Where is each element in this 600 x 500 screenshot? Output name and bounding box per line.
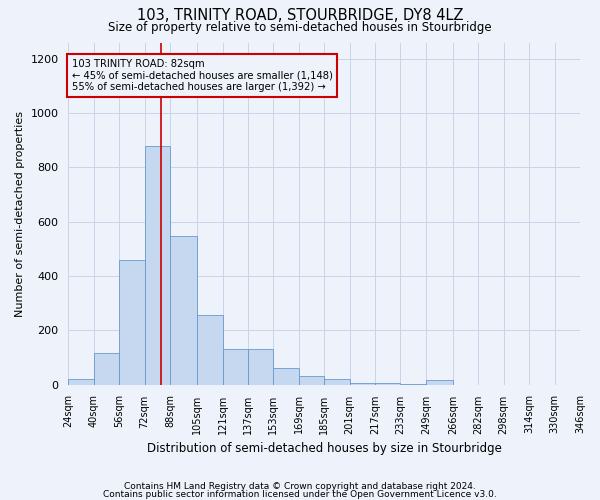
Bar	[170, 236, 197, 384]
Bar	[350, 382, 375, 384]
Bar	[145, 146, 170, 384]
Bar	[324, 379, 350, 384]
Bar	[197, 314, 223, 384]
X-axis label: Distribution of semi-detached houses by size in Stourbridge: Distribution of semi-detached houses by …	[147, 442, 502, 455]
Text: Contains HM Land Registry data © Crown copyright and database right 2024.: Contains HM Land Registry data © Crown c…	[124, 482, 476, 491]
Text: Contains public sector information licensed under the Open Government Licence v3: Contains public sector information licen…	[103, 490, 497, 499]
Y-axis label: Number of semi-detached properties: Number of semi-detached properties	[15, 110, 25, 316]
Bar	[274, 368, 299, 384]
Bar	[94, 354, 119, 384]
Bar	[119, 260, 145, 384]
Bar	[299, 376, 324, 384]
Bar	[68, 379, 94, 384]
Text: 103 TRINITY ROAD: 82sqm
← 45% of semi-detached houses are smaller (1,148)
55% of: 103 TRINITY ROAD: 82sqm ← 45% of semi-de…	[71, 59, 332, 92]
Bar	[223, 350, 248, 384]
Bar	[375, 382, 400, 384]
Text: Size of property relative to semi-detached houses in Stourbridge: Size of property relative to semi-detach…	[108, 21, 492, 34]
Bar	[248, 350, 274, 384]
Bar	[426, 380, 453, 384]
Text: 103, TRINITY ROAD, STOURBRIDGE, DY8 4LZ: 103, TRINITY ROAD, STOURBRIDGE, DY8 4LZ	[137, 8, 463, 22]
